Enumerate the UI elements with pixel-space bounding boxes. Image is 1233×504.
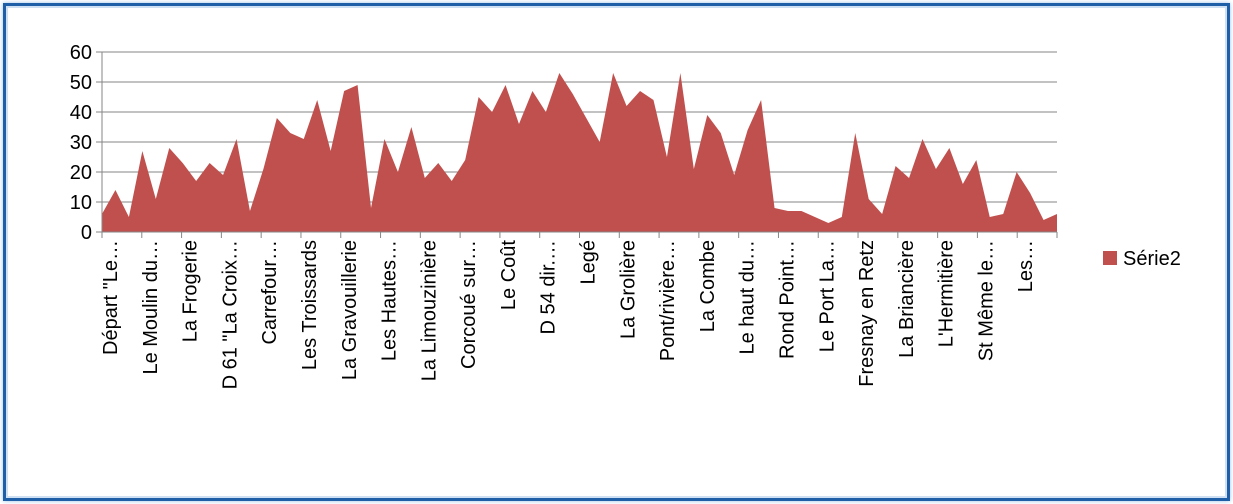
- x-tick-label: Pont/rivière…: [657, 240, 679, 361]
- x-tick-label: Rond Point…: [776, 240, 798, 359]
- x-tick-label: Le Coût: [498, 240, 520, 310]
- series-area: [102, 73, 1057, 232]
- x-tick-label: D 61 "La Croix…: [219, 240, 241, 389]
- legend-swatch: [1103, 251, 1117, 265]
- x-tick-label: Fresnay en Retz: [856, 240, 878, 387]
- y-tick-label: 0: [81, 222, 92, 244]
- x-tick-label: La Gravouillerie: [339, 240, 361, 380]
- x-tick-label: Corcoué sur…: [458, 240, 480, 369]
- x-tick-label: La Briancière: [896, 240, 918, 358]
- x-tick-label: Les…: [1015, 240, 1037, 292]
- x-tick-label: St Même le…: [975, 240, 997, 361]
- series-area-layer: [101, 72, 1058, 232]
- x-tick-label: Carrefour…: [259, 240, 281, 344]
- x-tick-label: L'Hermitière: [936, 240, 958, 347]
- x-tick-label: La Grolière: [617, 240, 639, 339]
- legend: Série2: [1103, 248, 1181, 270]
- x-tick-label: Legé: [578, 240, 600, 285]
- x-tick-label: D 54 dir.…: [538, 240, 560, 334]
- x-tick-label: La Limouzinière: [418, 240, 440, 381]
- x-tick-label: La Frogerie: [180, 240, 202, 342]
- x-tick-label: Le Port La…: [816, 240, 838, 352]
- y-tick-label: 20: [70, 162, 92, 184]
- y-axis-tick-labels: 0 10 20 30 40 50 60: [70, 42, 92, 244]
- legend-label: Série2: [1123, 248, 1181, 270]
- y-tick-label: 60: [70, 42, 92, 64]
- y-tick-label: 40: [70, 102, 92, 124]
- y-tick-label: 50: [70, 72, 92, 94]
- x-axis-tick-labels: Départ "Le… Le Moulin du… La Frogerie D 61 …: [100, 240, 1037, 390]
- y-tick-label: 10: [70, 192, 92, 214]
- x-tick-label: Le Moulin du…: [140, 240, 162, 375]
- x-tick-label: La Combe: [697, 240, 719, 332]
- x-tick-label: Le haut du…: [737, 240, 759, 355]
- x-tick-label: Les Hautes…: [379, 240, 401, 361]
- x-tick-label: Les Troissards: [299, 240, 321, 370]
- axes: [101, 52, 1058, 238]
- y-tick-label: 30: [70, 132, 92, 154]
- x-tick-label: Départ "Le…: [100, 240, 122, 355]
